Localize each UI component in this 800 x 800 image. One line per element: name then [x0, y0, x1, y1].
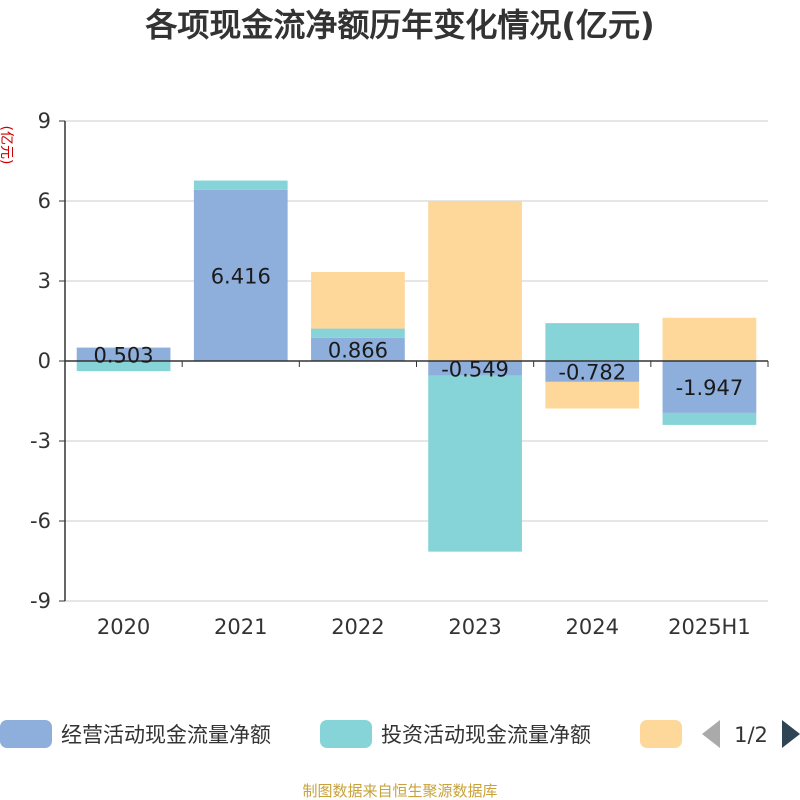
y-tick-label: 9	[38, 109, 51, 133]
bars	[76, 180, 757, 552]
bar-segment	[76, 361, 171, 372]
axes	[64, 121, 769, 601]
bar-segment	[545, 361, 640, 382]
bar-segment	[428, 375, 522, 552]
bar-segment	[662, 317, 757, 361]
y-tick-label: 6	[38, 189, 51, 213]
legend-label[interactable]: 投资活动现金流量净额	[381, 723, 591, 747]
bar-segment	[662, 361, 757, 413]
x-tick-label: 2025H1	[668, 615, 751, 639]
y-tick-label: -3	[30, 429, 51, 453]
source-note: 制图数据来自恒生聚源数据库	[302, 782, 497, 800]
bar-segment	[428, 361, 522, 376]
y-axis-label: (亿元)	[0, 126, 14, 165]
data-label: -0.782	[558, 360, 626, 384]
legend-prev-icon[interactable]	[702, 720, 720, 748]
data-label: -0.549	[441, 357, 509, 381]
bar-segment	[311, 337, 405, 361]
legend-page-indicator: 1/2	[734, 723, 768, 747]
bar-segment	[545, 323, 640, 361]
legend-swatch[interactable]	[640, 720, 682, 748]
chart-title: 各项现金流净额历年变化情况(亿元)	[145, 6, 654, 44]
data-labels: 0.503 6.416 0.866 -0.549 -0.782 -1.947	[94, 264, 744, 400]
y-tick-label: -9	[30, 589, 51, 613]
legend: 经营活动现金流量净额 投资活动现金流量净额 1/2	[0, 720, 800, 748]
x-tick-label: 2022	[331, 615, 384, 639]
x-tick-label: 2024	[566, 615, 619, 639]
y-tick-labels: 9 6 3 0 -3 -6 -9	[30, 109, 65, 613]
legend-swatch[interactable]	[320, 720, 372, 748]
grid-lines	[65, 120, 768, 602]
bar-segment	[311, 272, 405, 329]
x-tick-label: 2023	[448, 615, 501, 639]
bar-segment	[311, 328, 405, 338]
y-tick-label: 3	[38, 269, 51, 293]
x-tick-labels: 2020 2021 2022 2023 2024 2025H1	[97, 615, 751, 639]
y-tick-label: 0	[38, 349, 51, 373]
x-tick-label: 2021	[214, 615, 267, 639]
data-label: -1.947	[676, 376, 744, 400]
data-label: 6.416	[211, 264, 271, 288]
data-label: 0.866	[328, 338, 388, 362]
bar-segment	[428, 201, 522, 361]
x-tick-label: 2020	[97, 615, 150, 639]
legend-next-icon[interactable]	[782, 720, 800, 748]
bar-segment	[76, 347, 171, 361]
y-tick-label: -6	[30, 509, 51, 533]
legend-swatch[interactable]	[0, 720, 52, 748]
legend-label[interactable]: 经营活动现金流量净额	[61, 723, 271, 747]
data-label: 0.503	[94, 343, 154, 367]
bar-segment	[193, 189, 288, 361]
bar-segment	[545, 381, 640, 409]
bar-segment	[193, 180, 288, 190]
bar-segment	[662, 412, 757, 425]
